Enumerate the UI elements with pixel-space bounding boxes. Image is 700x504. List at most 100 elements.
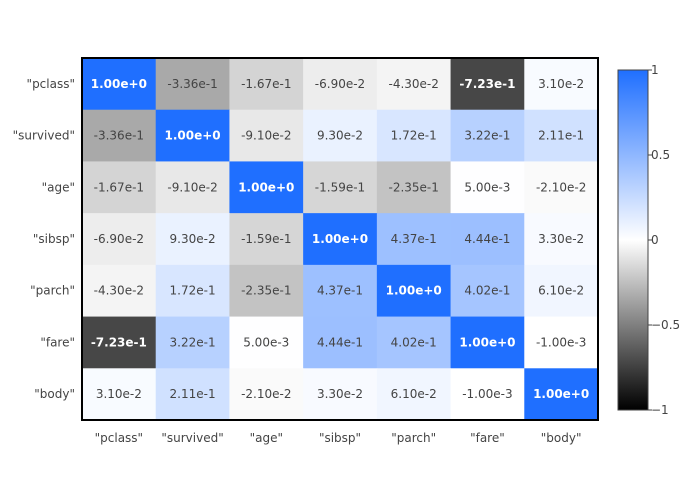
- heatmap-cell: [524, 264, 599, 318]
- heatmap-cell: [82, 58, 157, 111]
- y-axis-tick-labels: "pclass" "survived" "age" "sibsp" "parch" "fa…: [13, 77, 75, 401]
- heatmap-cell: [155, 213, 230, 266]
- heatmap-cell-label: 1.72e-1: [170, 284, 216, 298]
- y-tick-label: "survived": [13, 129, 75, 143]
- heatmap-cell-label: 3.10e-2: [538, 77, 584, 91]
- x-axis-tick-labels: "pclass" "survived" "age" "sibsp" "parch" "fa…: [95, 431, 582, 445]
- heatmap-cell-label: 4.37e-1: [317, 284, 363, 298]
- heatmap-cell: [229, 213, 304, 266]
- heatmap-cell-label: 4.44e-1: [464, 232, 510, 246]
- heatmap-cell: [82, 316, 157, 369]
- heatmap-cell: [82, 368, 157, 421]
- heatmap-cell-label: 3.30e-2: [538, 232, 584, 246]
- heatmap-cell-label: -1.59e-1: [241, 232, 291, 246]
- x-tick-label: "survived": [161, 431, 223, 445]
- heatmap-cell: [229, 109, 304, 162]
- heatmap-cell: [82, 213, 157, 266]
- heatmap-cell-labels: 1.00e+0 -3.36e-1 -1.67e-1 -6.90e-2 -4.30e-2 -…: [91, 77, 589, 401]
- heatmap-cell-label: -7.23e-1: [91, 335, 147, 349]
- heatmap-cell-label: 3.22e-1: [464, 129, 510, 143]
- y-tick-label: "body": [34, 387, 75, 401]
- heatmap-cell: [229, 316, 304, 369]
- colorbar-tick-label: 0.5: [651, 148, 670, 162]
- y-tick-label: "fare": [40, 335, 75, 349]
- colorbar-gradient: [617, 69, 649, 411]
- heatmap-cell: [450, 109, 525, 162]
- heatmap-cell: [524, 161, 599, 214]
- heatmap-cell: [524, 213, 599, 266]
- heatmap-cell: [450, 316, 525, 369]
- heatmap-cell: [155, 316, 230, 369]
- heatmap-cell-label: 4.37e-1: [391, 232, 437, 246]
- heatmap-cell: [303, 58, 378, 111]
- heatmap-cell-label: 9.30e-2: [317, 129, 363, 143]
- y-tick-label: "sibsp": [33, 232, 75, 246]
- heatmap-cell-label: 6.10e-2: [538, 284, 584, 298]
- heatmap-cell: [229, 264, 304, 318]
- heatmap-cell-label: -2.10e-2: [536, 180, 586, 194]
- heatmap-cell-label: 2.11e-1: [538, 129, 584, 143]
- heatmap-cell: [376, 316, 452, 369]
- heatmap-cell-label: 1.72e-1: [391, 129, 437, 143]
- heatmap-cell-label: -2.35e-1: [389, 180, 439, 194]
- y-tick-label: "age": [42, 180, 75, 194]
- heatmap-cell-label: -3.36e-1: [167, 77, 217, 91]
- heatmap-cell-label: 1.00e+0: [533, 387, 589, 401]
- heatmap-cell-label: 4.44e-1: [317, 335, 363, 349]
- heatmap-cell: [376, 161, 452, 214]
- heatmap-cell: [229, 58, 304, 111]
- heatmap-cell-label: 3.22e-1: [170, 335, 216, 349]
- heatmap-cell-label: 5.00e-3: [243, 335, 289, 349]
- colorbar-tick-labels: 1 0.5 0 −0.5 −1: [648, 63, 680, 417]
- heatmap-cell-label: 4.02e-1: [391, 335, 437, 349]
- x-tick-label: "fare": [470, 431, 505, 445]
- heatmap-cell: [155, 368, 230, 421]
- heatmap-cell-label: -4.30e-2: [389, 77, 439, 91]
- heatmap-cell: [524, 109, 599, 162]
- heatmap-cell-label: 3.30e-2: [317, 387, 363, 401]
- heatmap-cell-label: 3.10e-2: [96, 387, 142, 401]
- heatmap-cell-label: -9.10e-2: [241, 129, 291, 143]
- x-tick-label: "age": [250, 431, 283, 445]
- heatmap-cell-label: -1.00e-3: [462, 387, 512, 401]
- heatmap-cell-label: 5.00e-3: [464, 180, 510, 194]
- y-tick-label: "parch": [30, 284, 75, 298]
- heatmap-cell: [82, 264, 157, 318]
- heatmap-cell-label: -4.30e-2: [94, 284, 144, 298]
- colorbar-tick-label: 1: [651, 63, 659, 77]
- heatmap-cell: [450, 264, 525, 318]
- heatmap-cell-label: -1.67e-1: [94, 180, 144, 194]
- heatmap-cell: [376, 109, 452, 162]
- heatmap-cell: [155, 264, 230, 318]
- heatmap-cell: [450, 368, 525, 421]
- heatmap-cell: [303, 368, 378, 421]
- heatmap-cell-label: -1.59e-1: [315, 180, 365, 194]
- heatmap-cell: [155, 58, 230, 111]
- heatmap-cell: [450, 213, 525, 266]
- heatmap-cell: [303, 316, 378, 369]
- heatmap-cells: [82, 58, 599, 421]
- heatmap-cell: [303, 109, 378, 162]
- heatmap-cell-label: -6.90e-2: [315, 77, 365, 91]
- heatmap-cell-label: -7.23e-1: [459, 77, 515, 91]
- heatmap-cell-label: 1.00e+0: [312, 232, 368, 246]
- x-tick-label: "sibsp": [319, 431, 361, 445]
- heatmap-cell: [229, 161, 304, 214]
- x-tick-label: "parch": [391, 431, 436, 445]
- heatmap-cell-label: 2.11e-1: [170, 387, 216, 401]
- heatmap-cell-label: 6.10e-2: [391, 387, 437, 401]
- heatmap-cell-label: 9.30e-2: [170, 232, 216, 246]
- heatmap-cell: [524, 58, 599, 111]
- heatmap-cell-label: 4.02e-1: [464, 284, 510, 298]
- colorbar-tick-label: −1: [651, 403, 669, 417]
- heatmap-cell-label: 1.00e+0: [238, 180, 294, 194]
- heatmap-cell: [82, 109, 157, 162]
- heatmap-cell: [303, 213, 378, 266]
- heatmap-cell: [303, 161, 378, 214]
- colorbar: 1 0.5 0 −0.5 −1: [617, 63, 680, 417]
- heatmap-cell: [82, 161, 157, 214]
- heatmap-cell-label: 1.00e+0: [386, 284, 442, 298]
- colorbar-tick-label: 0: [651, 233, 659, 247]
